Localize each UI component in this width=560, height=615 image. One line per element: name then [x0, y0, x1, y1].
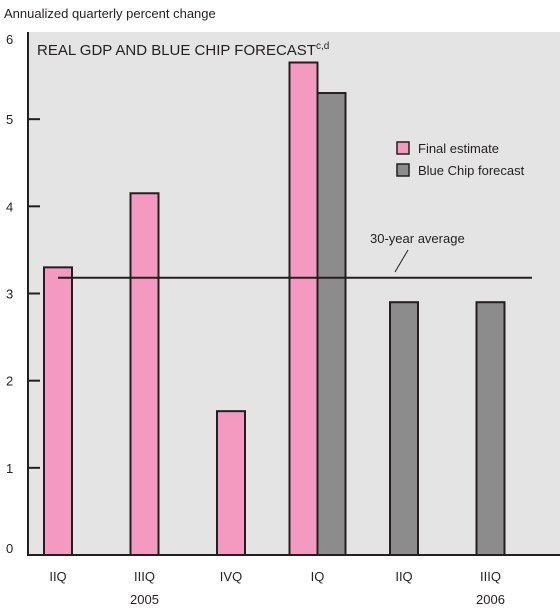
x-tick-label-1: IIIQ — [134, 569, 155, 584]
chart-title: REAL GDP AND BLUE CHIP FORECASTc,d — [37, 41, 329, 59]
bar-blue-chip-forecast-3 — [316, 92, 347, 557]
x-tick-label-3: IQ — [311, 569, 325, 584]
reference-line-group: 30-year average — [58, 231, 532, 279]
bar-final-estimate-1 — [129, 192, 160, 556]
y-tick-label-3: 3 — [6, 287, 13, 302]
x-year-label-0: 2005 — [130, 592, 159, 607]
y-axis-label: Annualized quarterly percent change — [4, 6, 216, 21]
x-year-label-1: 2006 — [476, 592, 505, 607]
y-tick-label-1: 1 — [6, 461, 13, 476]
legend-label-1: Blue Chip forecast — [418, 163, 525, 178]
y-tick-label-0: 0 — [6, 541, 13, 556]
x-tick-label-0: IIQ — [49, 569, 66, 584]
bar-blue-chip-forecast-4 — [389, 301, 419, 557]
bar-final-estimate-3 — [288, 61, 319, 557]
x-tick-labels: IIQIIIQIVQIQIIQIIIQIVQIQIIQ200520062007 — [49, 569, 505, 607]
legend-swatch-1 — [396, 163, 410, 177]
y-tick-label-5: 5 — [6, 112, 13, 127]
y-tick-label-6: 6 — [6, 32, 13, 47]
chart-title-superscript: c,d — [316, 41, 329, 52]
legend-swatch-0 — [396, 141, 410, 155]
bar-blue-chip-forecast-5 — [475, 301, 506, 557]
legend: Final estimate Blue Chip forecast — [396, 141, 525, 178]
legend-label-0: Final estimate — [418, 141, 499, 156]
bar-final-estimate-0 — [43, 266, 73, 556]
x-tick-label-4: IIQ — [395, 569, 412, 584]
reference-line-label: 30-year average — [370, 231, 465, 246]
bars — [43, 61, 506, 557]
reference-leader-line — [394, 249, 409, 273]
y-tick-label-4: 4 — [6, 199, 13, 214]
x-tick-label-5: IIIQ — [480, 569, 501, 584]
y-tick-label-2: 2 — [6, 374, 13, 389]
x-tick-label-2: IVQ — [220, 569, 242, 584]
y-ticks: 0 1 2 3 4 5 6 — [6, 32, 40, 556]
bar-final-estimate-2 — [216, 410, 246, 556]
